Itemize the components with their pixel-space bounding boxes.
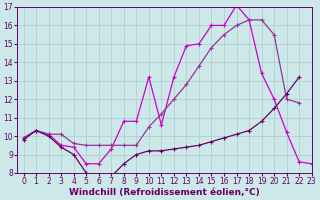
X-axis label: Windchill (Refroidissement éolien,°C): Windchill (Refroidissement éolien,°C)	[69, 188, 260, 197]
